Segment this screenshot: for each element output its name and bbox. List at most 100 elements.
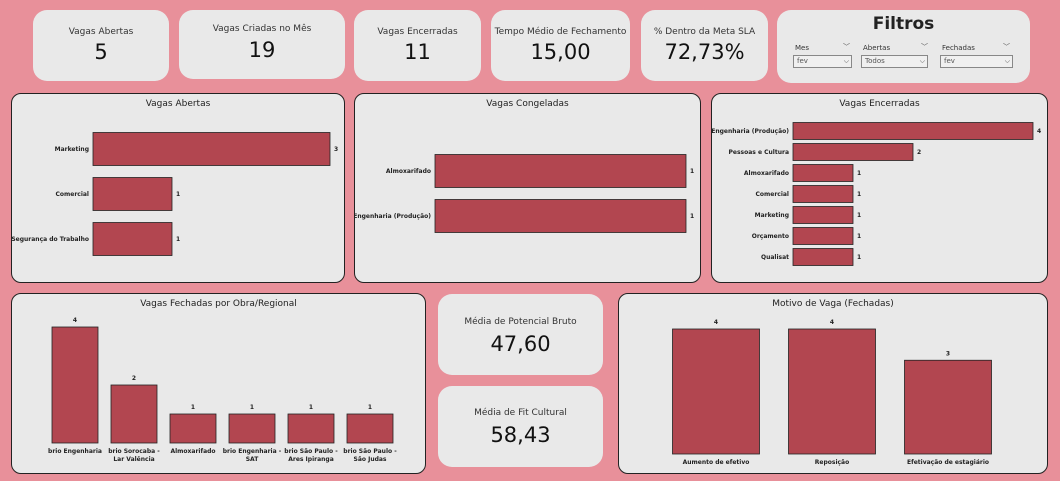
metric-value: 47,60 (490, 332, 551, 356)
chevron-down-icon[interactable]: ﹀ (843, 43, 850, 51)
data-label: 3 (946, 350, 950, 357)
category-label-line: São Judas (354, 456, 387, 463)
bar (434, 154, 687, 188)
metric-card-fit-cultural: Média de Fit Cultural 58,43 (438, 386, 603, 467)
chart-title: Vagas Encerradas (839, 99, 920, 109)
bar (51, 326, 99, 444)
category-label: Comercial (55, 191, 89, 198)
chart-motivo-vaga: 4 Aumento de efetivo 4 Reposição 3 Efetivação… (672, 319, 992, 466)
data-label: 1 (250, 404, 254, 411)
filter-select-fechadas[interactable]: fev ⌵ (940, 55, 1013, 68)
category-label: brio São Paulo -São Judas (343, 448, 397, 463)
data-label: 1 (857, 212, 861, 219)
category-label-line: Lar Valência (113, 456, 154, 463)
bar (228, 413, 276, 444)
kpi-value: 19 (248, 38, 276, 62)
bar (792, 248, 854, 266)
kpi-card-tempo-medio: Tempo Médio de Fechamento 15,00 (491, 10, 630, 81)
data-label: 1 (368, 404, 372, 411)
category-label-line: Reposição (815, 459, 849, 466)
chart-vagas-abertas: Marketing 3 Comercial 1 Segurança do Trabalh… (12, 132, 338, 256)
metric-label: Média de Potencial Bruto (464, 317, 577, 327)
kpi-card-meta-sla: % Dentro da Meta SLA 72,73% (641, 10, 768, 81)
data-label: 1 (857, 170, 861, 177)
chart-title: Motivo de Vaga (Fechadas) (772, 299, 894, 309)
data-label: 2 (917, 149, 921, 156)
kpi-label: Vagas Criadas no Mês (212, 24, 312, 34)
category-label: Marketing (755, 212, 789, 219)
chart-title: Vagas Congeladas (486, 99, 569, 109)
bar (92, 177, 173, 211)
category-label-line: brio Engenharia - (223, 448, 282, 455)
bar (346, 413, 394, 444)
category-label-line: SAT (246, 456, 259, 463)
dropdown-arrow-icon: ⌵ (843, 57, 849, 65)
bar (434, 199, 687, 233)
bar (169, 413, 217, 444)
filter-select-abertas[interactable]: Todos ⌵ (861, 55, 928, 68)
data-label: 1 (176, 191, 180, 198)
category-label: Almoxarifado (170, 448, 215, 455)
filters-card: Filtros Mes ﹀ fev ⌵ Abertas ﹀ Todos ⌵ Fe… (777, 10, 1030, 83)
kpi-label: % Dentro da Meta SLA (653, 27, 756, 37)
data-label: 1 (191, 404, 195, 411)
dropdown-arrow-icon: ⌵ (919, 57, 925, 65)
category-label-line: brio São Paulo - (343, 448, 397, 455)
filter-value: fev (797, 57, 808, 65)
data-label: 1 (857, 233, 861, 240)
chevron-down-icon[interactable]: ﹀ (921, 43, 928, 51)
data-label: 1 (690, 213, 694, 220)
filter-label-fechadas: Fechadas (942, 44, 975, 52)
data-label: 4 (73, 317, 77, 324)
bar (110, 384, 158, 444)
chart-panel-vagas-congeladas: Vagas Congeladas Almoxarifado 1 Engenharia… (354, 93, 701, 283)
bar (792, 227, 854, 245)
category-label: Aumento de efetivo (683, 459, 750, 466)
bar (287, 413, 335, 444)
chevron-down-icon[interactable]: ﹀ (1003, 43, 1010, 51)
data-label: 4 (1037, 128, 1041, 135)
data-label: 3 (334, 146, 338, 153)
category-label: brio Sorocaba -Lar Valência (108, 448, 160, 463)
chart-panel-motivo-vaga: Motivo de Vaga (Fechadas) 4 Aumento de ef… (618, 293, 1048, 474)
category-label: Engenharia (Produção) (712, 128, 789, 135)
data-label: 1 (309, 404, 313, 411)
kpi-label: Vagas Abertas (68, 27, 134, 37)
category-label: Reposição (815, 459, 849, 466)
kpi-card-vagas-abertas: Vagas Abertas 5 (33, 10, 169, 81)
kpi-card-vagas-encerradas: Vagas Encerradas 11 (354, 10, 481, 81)
category-label-line: Almoxarifado (170, 448, 215, 455)
category-label-line: brio São Paulo - (284, 448, 338, 455)
category-label-line: brio Engenharia (48, 448, 102, 455)
bar (792, 164, 854, 182)
filter-select-mes[interactable]: fev ⌵ (793, 55, 852, 68)
filter-label-abertas: Abertas (863, 44, 891, 52)
category-label: Comercial (755, 191, 789, 198)
metric-value: 58,43 (490, 423, 551, 447)
data-label: 4 (830, 319, 834, 326)
chart-vagas-fechadas-obra: 4 brio Engenharia 2 brio Sorocaba -Lar Valê… (48, 317, 397, 463)
category-label: brio Engenharia (48, 448, 102, 455)
bar (792, 206, 854, 224)
bar (672, 328, 760, 455)
filter-value: fev (944, 57, 955, 65)
category-label: Orçamento (752, 233, 789, 240)
kpi-card-vagas-criadas: Vagas Criadas no Mês 19 (179, 10, 345, 79)
category-label-line: Ares Ipiranga (288, 456, 334, 463)
category-label: Marketing (55, 146, 89, 153)
kpi-label: Vagas Encerradas (377, 27, 458, 37)
data-label: 1 (690, 168, 694, 175)
metric-card-potencial-bruto: Média de Potencial Bruto 47,60 (438, 294, 603, 375)
kpi-value: 72,73% (664, 40, 745, 64)
bar (792, 143, 914, 161)
category-label: brio Engenharia -SAT (223, 448, 282, 463)
dropdown-arrow-icon: ⌵ (1004, 57, 1010, 65)
filters-title: Filtros (872, 14, 935, 34)
data-label: 1 (857, 191, 861, 198)
kpi-value: 11 (404, 40, 431, 64)
category-label: brio São Paulo -Ares Ipiranga (284, 448, 338, 463)
category-label: Efetivação de estagiário (907, 459, 989, 466)
chart-panel-vagas-encerradas: Vagas Encerradas Engenharia (Produção) 4 P… (711, 93, 1048, 283)
category-label: Almoxarifado (386, 168, 431, 175)
category-label-line: brio Sorocaba - (108, 448, 160, 455)
